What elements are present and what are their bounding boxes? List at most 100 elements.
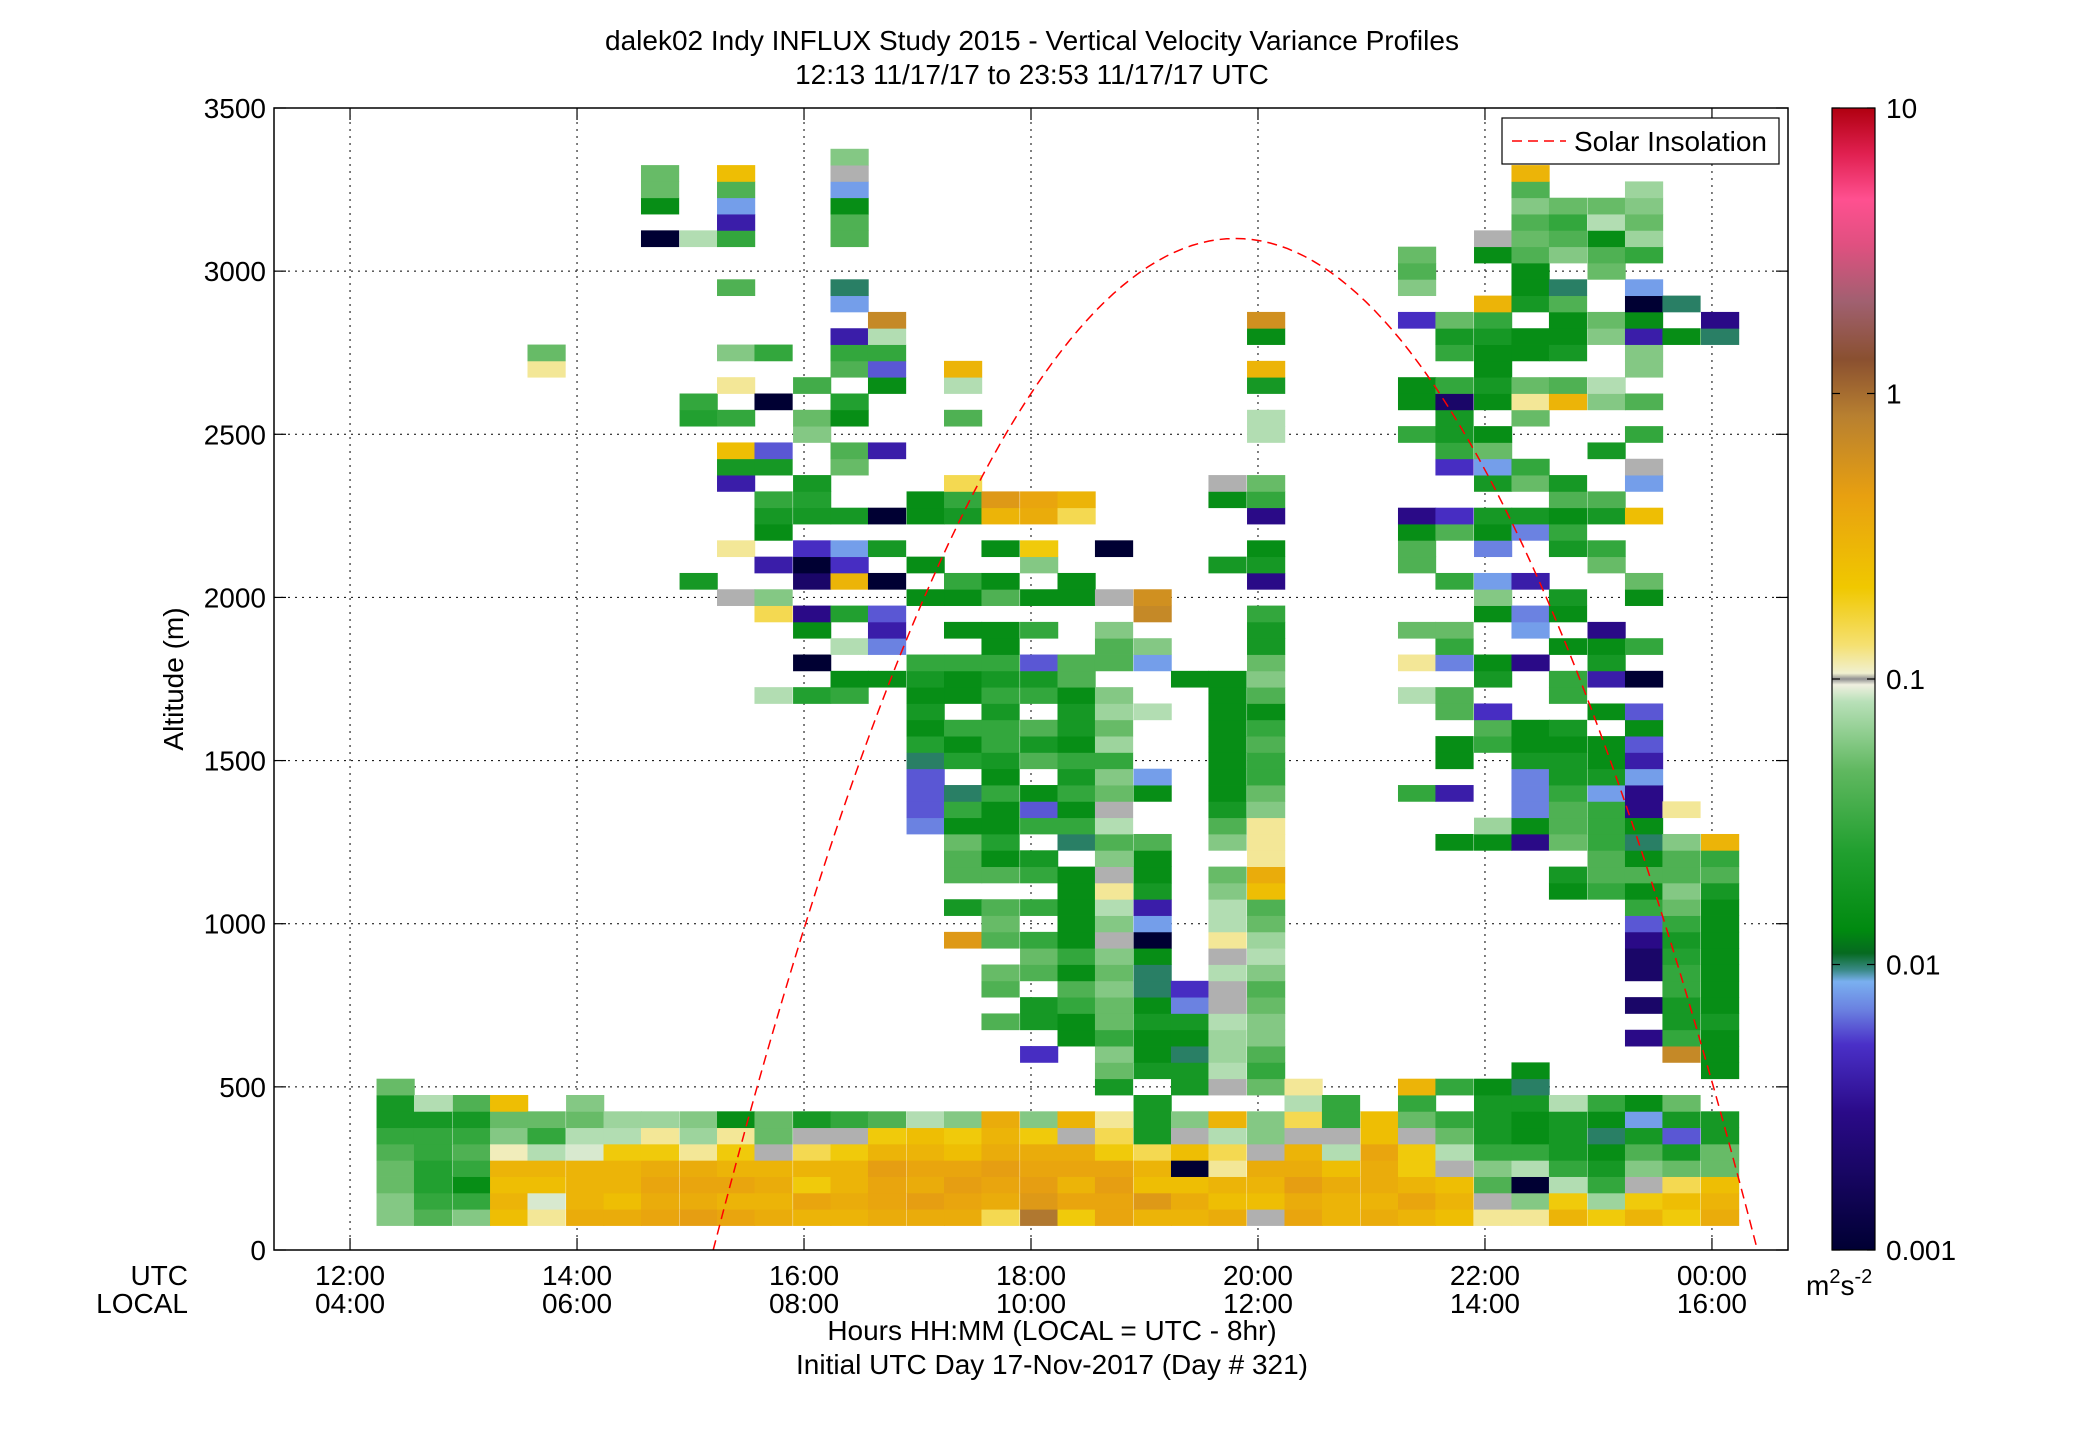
heatmap-cell xyxy=(1208,866,1247,884)
heatmap-cell xyxy=(944,1111,983,1129)
heatmap-cell xyxy=(1435,572,1474,590)
heatmap-cell xyxy=(1662,801,1701,819)
heatmap-cell xyxy=(1624,866,1664,884)
heatmap-cell xyxy=(1247,948,1286,965)
heatmap-cell xyxy=(1170,1029,1210,1047)
heatmap-cell xyxy=(452,1111,491,1129)
heatmap-cell xyxy=(679,230,718,248)
heatmap-cell xyxy=(830,328,869,345)
heatmap-cell xyxy=(906,1192,945,1210)
heatmap-cell xyxy=(1170,1209,1210,1226)
heatmap-cell xyxy=(1057,670,1096,688)
heatmap-cell xyxy=(1548,540,1588,558)
heatmap-cell xyxy=(1587,801,1626,819)
heatmap-cell xyxy=(1133,1111,1172,1129)
heatmap-cell xyxy=(1587,556,1626,574)
heatmap-cell xyxy=(527,1127,566,1145)
heatmap-cell xyxy=(906,736,945,753)
heatmap-cell xyxy=(754,393,793,411)
heatmap-cell xyxy=(1247,1013,1286,1031)
heatmap-cell xyxy=(1662,1176,1701,1194)
heatmap-cell xyxy=(1511,833,1550,851)
heatmap-cell xyxy=(1548,866,1588,884)
heatmap-cell xyxy=(830,507,869,525)
heatmap-cell xyxy=(1587,1176,1626,1194)
heatmap-cell xyxy=(1133,1062,1172,1080)
heatmap-cell xyxy=(1624,197,1664,215)
heatmap-cell xyxy=(1208,736,1247,753)
heatmap-cell xyxy=(1133,899,1172,916)
heatmap-cell xyxy=(1321,1095,1361,1112)
heatmap-cell xyxy=(1057,1029,1096,1047)
heatmap-cell xyxy=(1247,850,1286,868)
heatmap-cell xyxy=(1094,638,1134,655)
heatmap-cell xyxy=(1435,1127,1474,1145)
heatmap-cell xyxy=(793,409,832,427)
heatmap-cell xyxy=(867,377,907,394)
heatmap-cell xyxy=(1208,882,1247,900)
heatmap-cell xyxy=(1133,1046,1172,1063)
heatmap-cell xyxy=(1548,719,1588,737)
heatmap-cell xyxy=(1247,638,1286,655)
heatmap-cell xyxy=(1094,915,1134,933)
heatmap-cell xyxy=(1624,328,1664,345)
heatmap-cell xyxy=(1020,1209,1059,1226)
heatmap-cell xyxy=(679,409,718,427)
x-tick-label-utc-4: 20:00 xyxy=(1223,1260,1293,1291)
heatmap-cell xyxy=(944,1160,983,1177)
heatmap-cell xyxy=(1094,1143,1134,1161)
heatmap-cell xyxy=(1208,1143,1247,1161)
heatmap-cell xyxy=(867,1160,907,1177)
heatmap-cell xyxy=(1548,246,1588,264)
heatmap-cell xyxy=(1094,719,1134,737)
heatmap-cell xyxy=(1474,703,1513,721)
heatmap-cell xyxy=(1511,344,1550,362)
heatmap-cell xyxy=(376,1111,415,1129)
heatmap-cell xyxy=(1662,964,1701,982)
heatmap-cell xyxy=(1511,507,1550,525)
heatmap-cell xyxy=(906,719,945,737)
heatmap-cell xyxy=(754,1143,793,1161)
heatmap-cell xyxy=(793,687,832,704)
heatmap-cell xyxy=(867,328,907,345)
x-tick-label-local-0: 04:00 xyxy=(315,1288,385,1319)
heatmap-cell xyxy=(1474,475,1513,492)
heatmap-cell xyxy=(1435,785,1474,802)
heatmap-cell xyxy=(981,572,1020,590)
heatmap-cell xyxy=(1133,785,1172,802)
heatmap-cell xyxy=(944,1176,983,1194)
heatmap-cell xyxy=(1208,1013,1247,1031)
heatmap-cell xyxy=(1397,1143,1437,1161)
heatmap-cell xyxy=(717,1160,756,1177)
heatmap-cell xyxy=(1397,556,1437,574)
colorbar-tick-label-3: 1 xyxy=(1886,379,1902,410)
heatmap-cell xyxy=(1208,899,1247,916)
heatmap-cell xyxy=(1701,311,1740,329)
heatmap-cell xyxy=(981,491,1020,509)
heatmap-cell xyxy=(1397,654,1437,672)
heatmap-cell xyxy=(1701,1160,1740,1177)
heatmap-cell xyxy=(793,377,832,394)
heatmap-cell xyxy=(1094,882,1134,900)
heatmap-cell xyxy=(717,1176,756,1194)
heatmap-cell xyxy=(1020,948,1059,965)
heatmap-cell xyxy=(1474,246,1513,264)
colorbar-unit-base: m xyxy=(1806,1270,1829,1301)
heatmap-cell xyxy=(830,670,869,688)
heatmap-cell xyxy=(1662,915,1701,933)
heatmap-cell xyxy=(1247,1127,1286,1145)
heatmap-cell xyxy=(1587,833,1626,851)
heatmap-cell xyxy=(1094,1046,1134,1063)
heatmap-cell xyxy=(1321,1160,1361,1177)
heatmap-cell xyxy=(830,572,869,590)
heatmap-cell xyxy=(717,1127,756,1145)
heatmap-cell xyxy=(1587,703,1626,721)
heatmap-cell xyxy=(1170,1078,1210,1096)
heatmap-cell xyxy=(1020,670,1059,688)
heatmap-cell xyxy=(1247,670,1286,688)
heatmap-cell xyxy=(1208,948,1247,965)
heatmap-cell xyxy=(906,507,945,525)
heatmap-cell xyxy=(944,687,983,704)
heatmap-cell xyxy=(1020,589,1059,606)
heatmap-cell xyxy=(906,1111,945,1129)
